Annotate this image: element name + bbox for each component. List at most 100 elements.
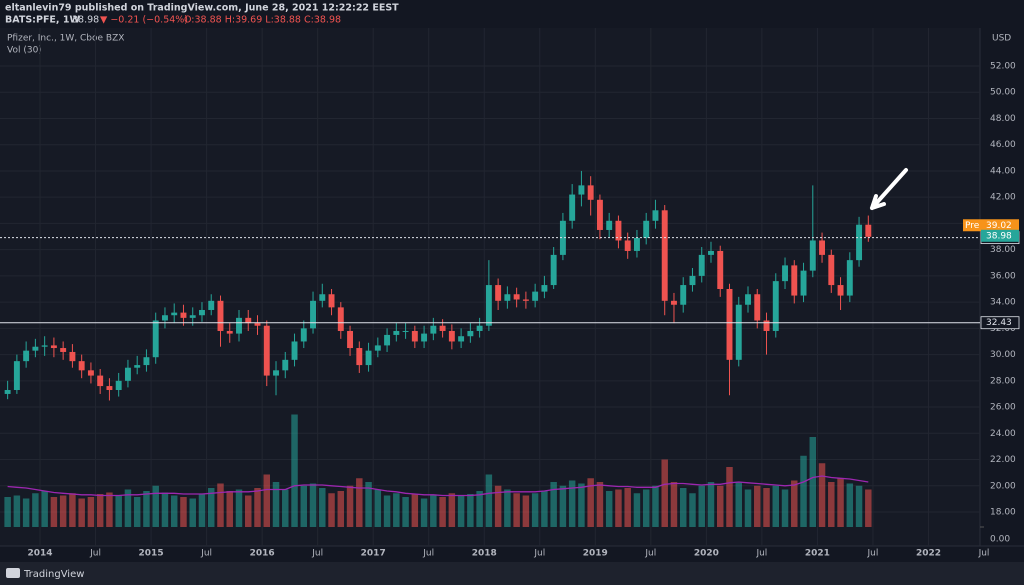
volume-bar xyxy=(272,482,280,527)
volume-bar xyxy=(781,489,789,527)
candle-body xyxy=(115,380,122,391)
volume-bar xyxy=(522,495,530,527)
candle-body xyxy=(143,357,150,366)
volume-bar xyxy=(476,491,483,527)
candle-body xyxy=(430,325,437,334)
price-tag-name: Pre xyxy=(965,221,980,231)
volume-bar xyxy=(485,474,493,527)
volume-bar xyxy=(22,498,30,527)
candle-body xyxy=(837,285,844,296)
y-tick-label: 28.00 xyxy=(990,376,1016,386)
candle-body xyxy=(652,210,659,221)
x-tick-label: Jul xyxy=(200,549,212,559)
candle-body xyxy=(365,350,372,366)
candle-body xyxy=(337,307,344,331)
volume-bar xyxy=(541,491,548,527)
volume-bar xyxy=(96,494,104,527)
volume-bar xyxy=(161,492,169,527)
candle-body xyxy=(587,185,594,200)
currency: USD xyxy=(992,34,1011,44)
candle-body xyxy=(78,361,85,371)
x-tick-label: Jul xyxy=(533,549,545,559)
volume-bar xyxy=(689,493,696,527)
volume-bar xyxy=(707,482,715,527)
y-tick-label: 18.00 xyxy=(990,508,1016,518)
volume-bar xyxy=(679,488,687,527)
volume-bar xyxy=(615,489,622,527)
candle-body xyxy=(485,285,492,326)
volume-bar xyxy=(106,492,113,527)
candle-body xyxy=(134,365,141,368)
price-tag xyxy=(963,219,1019,232)
candle-body xyxy=(448,330,455,342)
price-tag xyxy=(981,229,1019,242)
candle-body xyxy=(559,220,566,255)
volume-bar xyxy=(420,498,428,527)
volume-bar xyxy=(633,493,641,527)
x-tick-label: 2020 xyxy=(694,549,719,559)
volume-bar xyxy=(550,482,557,527)
y-tick-label: 48.00 xyxy=(990,114,1016,124)
volume-bar xyxy=(661,459,668,527)
volume-bar xyxy=(13,495,21,527)
x-tick-label: Jul xyxy=(644,549,656,559)
volume-bar xyxy=(531,493,539,527)
candle-body xyxy=(236,317,242,334)
candle-body xyxy=(698,254,705,276)
candle-body xyxy=(439,325,446,331)
candle-body xyxy=(828,254,835,286)
volume-bar xyxy=(300,485,308,527)
volume-bar xyxy=(754,485,761,527)
volume-bar xyxy=(559,485,567,527)
candle-body xyxy=(726,289,733,360)
y-tick-label: 52.00 xyxy=(990,62,1016,72)
volume-bar xyxy=(263,474,270,527)
candle-body xyxy=(606,220,613,230)
volume-bar xyxy=(587,478,594,527)
publisher: eltanlevin79 published on TradingView.co… xyxy=(5,3,399,14)
volume-bar xyxy=(50,497,58,527)
y-tick-label: 38.00 xyxy=(990,245,1016,255)
candle-body xyxy=(402,330,409,332)
candle-body xyxy=(569,194,576,221)
volume-bar xyxy=(504,489,511,527)
volume-bar xyxy=(180,497,187,527)
volume-bar xyxy=(457,495,465,527)
candle-body xyxy=(541,285,548,292)
candle-body xyxy=(458,336,465,342)
volume-bar xyxy=(494,485,502,527)
candle-body xyxy=(522,299,529,301)
volume-bar xyxy=(809,437,817,527)
volume-bar xyxy=(235,489,243,527)
volume-bar xyxy=(124,489,132,527)
volume-bar xyxy=(402,497,409,527)
candle-body xyxy=(87,370,94,376)
volume-bar xyxy=(439,497,446,527)
x-tick-label: 2019 xyxy=(583,549,608,559)
chart-title: Pfizer, Inc., 1W, Cboe BZX xyxy=(7,34,124,44)
candle-body xyxy=(550,254,557,286)
symbol: BATS:PFE, 1W xyxy=(5,15,80,26)
volume-bar xyxy=(245,495,252,527)
volume-bar xyxy=(374,489,382,527)
candle-body xyxy=(643,220,650,238)
volume-bar xyxy=(828,482,835,527)
candle-body xyxy=(4,390,11,394)
candle-body xyxy=(393,330,400,335)
candle-body xyxy=(32,346,39,351)
candle-body xyxy=(856,224,863,261)
volume-bar xyxy=(837,478,844,527)
x-tick-label: 2018 xyxy=(472,549,497,559)
x-tick-label: Jul xyxy=(755,549,767,559)
candle-body xyxy=(291,341,298,360)
candle-body xyxy=(347,330,354,349)
volume-bar xyxy=(4,497,11,527)
volume-bar xyxy=(735,482,742,527)
candle-body xyxy=(800,270,807,296)
volume-bar xyxy=(337,491,345,527)
x-tick-label: 2016 xyxy=(250,549,275,559)
volume-bar xyxy=(226,491,233,527)
y-tick-label: 34.00 xyxy=(990,298,1016,308)
volume-bar xyxy=(717,485,724,527)
y-tick-label: 44.00 xyxy=(990,166,1016,176)
